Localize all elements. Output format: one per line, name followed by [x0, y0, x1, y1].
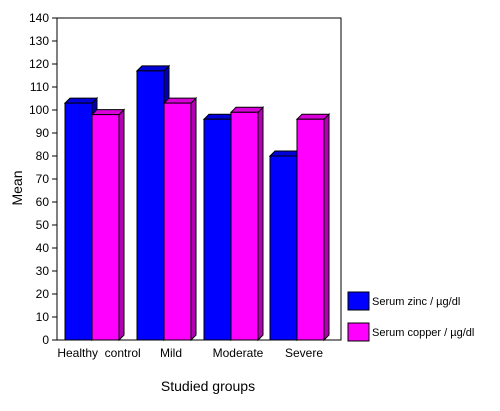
legend-swatch-copper — [347, 322, 370, 342]
bars — [63, 64, 331, 342]
x-axis: Healthy control Mild Moderate Severe — [57, 346, 323, 360]
bar-copper — [296, 118, 325, 341]
y-tick-label: 50 — [36, 218, 50, 232]
y-tick-label: 30 — [36, 264, 50, 278]
bar-copper — [230, 111, 259, 341]
legend-label-copper: Serum copper / µg/dl — [372, 327, 474, 339]
x-tick-label: Mild — [160, 346, 182, 360]
bar-copper — [163, 102, 192, 341]
legend-swatch-zinc — [347, 291, 370, 311]
y-axis-title: Mean — [9, 170, 25, 205]
bar-top-copper — [229, 106, 265, 113]
legend: Serum zinc / µg/dl Serum copper / µg/dl — [347, 291, 474, 342]
bar-side-copper — [118, 108, 125, 342]
x-tick-label: Healthy control — [57, 346, 140, 360]
bar-zinc — [203, 118, 232, 341]
y-tick-label: 120 — [29, 57, 49, 71]
bar-zinc — [64, 102, 93, 341]
y-tick-label: 60 — [36, 195, 50, 209]
bar-top-copper — [162, 97, 198, 104]
y-tick-label: 70 — [36, 172, 50, 186]
y-tick-label: 10 — [36, 310, 50, 324]
bar-side-copper — [190, 96, 197, 342]
y-tick-label: 90 — [36, 126, 50, 140]
y-tick-label: 20 — [36, 287, 50, 301]
y-tick-label: 110 — [30, 80, 49, 94]
y-tick-label: 0 — [42, 333, 49, 347]
bar-side-copper — [257, 106, 264, 342]
x-tick-label: Severe — [285, 346, 323, 360]
bar-zinc — [136, 70, 165, 341]
bar-top-copper — [295, 113, 331, 120]
y-tick-label: 80 — [36, 149, 50, 163]
y-tick-label: 100 — [29, 103, 49, 117]
y-tick-label: 140 — [29, 11, 49, 25]
legend-label-zinc: Serum zinc / µg/dl — [372, 296, 460, 308]
bar-top-copper — [90, 109, 126, 116]
y-axis: 0 10 20 30 40 50 60 70 80 90 100 110 120 130 140 — [29, 11, 57, 347]
bar-copper — [91, 114, 120, 341]
x-axis-title: Studied groups — [161, 378, 255, 394]
y-tick-label: 130 — [29, 34, 49, 48]
x-tick-label: Moderate — [213, 346, 264, 360]
bar-top-zinc — [63, 97, 99, 104]
bar-zinc — [269, 155, 298, 341]
y-tick-label: 40 — [36, 241, 50, 255]
bar-side-copper — [323, 112, 330, 342]
bar-top-zinc — [135, 65, 171, 72]
